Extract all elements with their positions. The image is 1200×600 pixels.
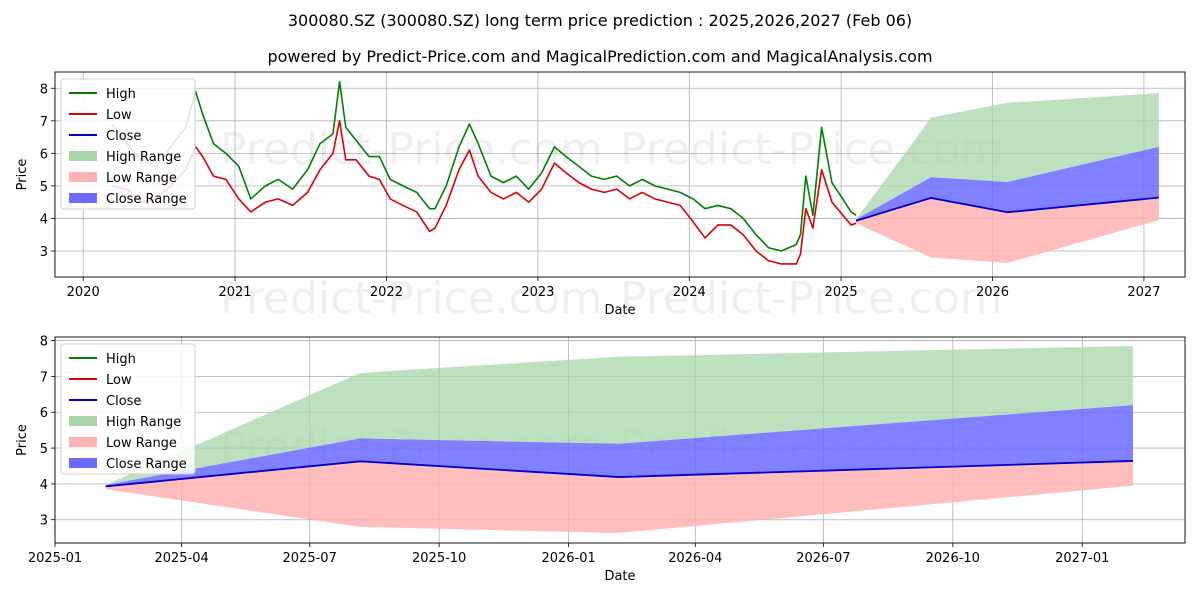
forecast-chart-panel: 2025-01 2025-04 2025-07 2025-10 2026-01 2026-… bbox=[15, 335, 1186, 584]
legend-swatch bbox=[69, 151, 97, 161]
legend-swatch bbox=[69, 416, 97, 426]
high-price-line bbox=[111, 80, 857, 252]
legend-swatch bbox=[69, 437, 97, 447]
legend-label: Close bbox=[106, 394, 141, 409]
legend-label: Close bbox=[106, 129, 141, 144]
x-tick-label: 2025-04 bbox=[154, 551, 208, 566]
x-tick-label: 2025-07 bbox=[283, 551, 337, 566]
x-tick-label: 2026-01 bbox=[541, 551, 595, 566]
legend-label: High Range bbox=[106, 415, 181, 430]
watermark: Predict-Price.com bbox=[220, 273, 603, 324]
y-tick-label: 4 bbox=[40, 478, 48, 493]
legend-swatch bbox=[69, 193, 97, 203]
x-tick-label: 2021 bbox=[218, 285, 251, 300]
y-axis-label: Price bbox=[15, 424, 30, 456]
legend-swatch bbox=[69, 172, 97, 182]
legend-label: Close Range bbox=[106, 457, 187, 472]
history-chart-panel: 2020 2021 2022 2023 2024 2025 2026 2027 3 4 5 6 7 8 Da… bbox=[15, 71, 1186, 318]
y-tick-label: 5 bbox=[40, 442, 48, 457]
x-tick-label: 2027-01 bbox=[1055, 551, 1109, 566]
low-price-line bbox=[111, 120, 857, 265]
low-range-area bbox=[856, 197, 1159, 264]
y-axis-label: Price bbox=[15, 159, 30, 191]
plot-frame bbox=[54, 336, 1186, 544]
legend-label: High bbox=[106, 352, 136, 367]
x-axis-label: Date bbox=[604, 303, 635, 318]
y-tick-label: 6 bbox=[40, 147, 48, 162]
chart-subtitle: powered by Predict-Price.com and Magical… bbox=[267, 47, 932, 66]
legend-label: Close Range bbox=[106, 192, 187, 207]
y-tick-label: 7 bbox=[40, 115, 48, 130]
close-forecast-line bbox=[855, 196, 1159, 222]
x-tick-label: 2026-10 bbox=[926, 551, 980, 566]
y-tick-label: 8 bbox=[40, 335, 48, 350]
watermark: Predict-Price.com bbox=[620, 273, 1003, 324]
low-range-area bbox=[105, 460, 1133, 533]
y-tick-label: 5 bbox=[40, 180, 48, 195]
legend-label: High bbox=[106, 87, 136, 102]
x-tick-label: 2024 bbox=[673, 285, 706, 300]
watermark: Predict-Price.com bbox=[220, 124, 603, 175]
y-tick-label: 8 bbox=[40, 82, 48, 97]
legend-label: Low Range bbox=[106, 171, 177, 186]
close-forecast-line bbox=[105, 460, 1133, 488]
y-tick-label: 3 bbox=[40, 514, 48, 529]
y-tick-label: 4 bbox=[40, 212, 48, 227]
x-tick-label: 2023 bbox=[521, 285, 554, 300]
y-tick-label: 6 bbox=[40, 406, 48, 421]
y-tick-label: 3 bbox=[40, 245, 48, 260]
close-range-area bbox=[105, 405, 1133, 487]
x-tick-label: 2026 bbox=[976, 285, 1009, 300]
legend-label: Low bbox=[106, 373, 132, 388]
x-tick-label: 2027 bbox=[1127, 285, 1160, 300]
high-range-area bbox=[856, 93, 1159, 220]
plot-frame bbox=[54, 71, 1186, 278]
legend-label: Low bbox=[106, 108, 132, 123]
x-tick-label: 2025-01 bbox=[28, 551, 82, 566]
legend-label: High Range bbox=[106, 150, 181, 165]
legend-swatch bbox=[69, 458, 97, 468]
x-tick-label: 2025-10 bbox=[412, 551, 466, 566]
chart-title: 300080.SZ (300080.SZ) long term price pr… bbox=[288, 11, 912, 30]
x-tick-label: 2020 bbox=[67, 285, 100, 300]
x-axis-label: Date bbox=[604, 569, 635, 584]
x-tick-label: 2025 bbox=[825, 285, 858, 300]
y-tick-label: 7 bbox=[40, 370, 48, 385]
x-tick-label: 2022 bbox=[370, 285, 403, 300]
high-range-area bbox=[105, 345, 1133, 485]
x-tick-label: 2026-07 bbox=[796, 551, 850, 566]
x-tick-label: 2026-04 bbox=[668, 551, 722, 566]
legend-label: Low Range bbox=[106, 436, 177, 451]
close-range-area bbox=[856, 146, 1159, 221]
